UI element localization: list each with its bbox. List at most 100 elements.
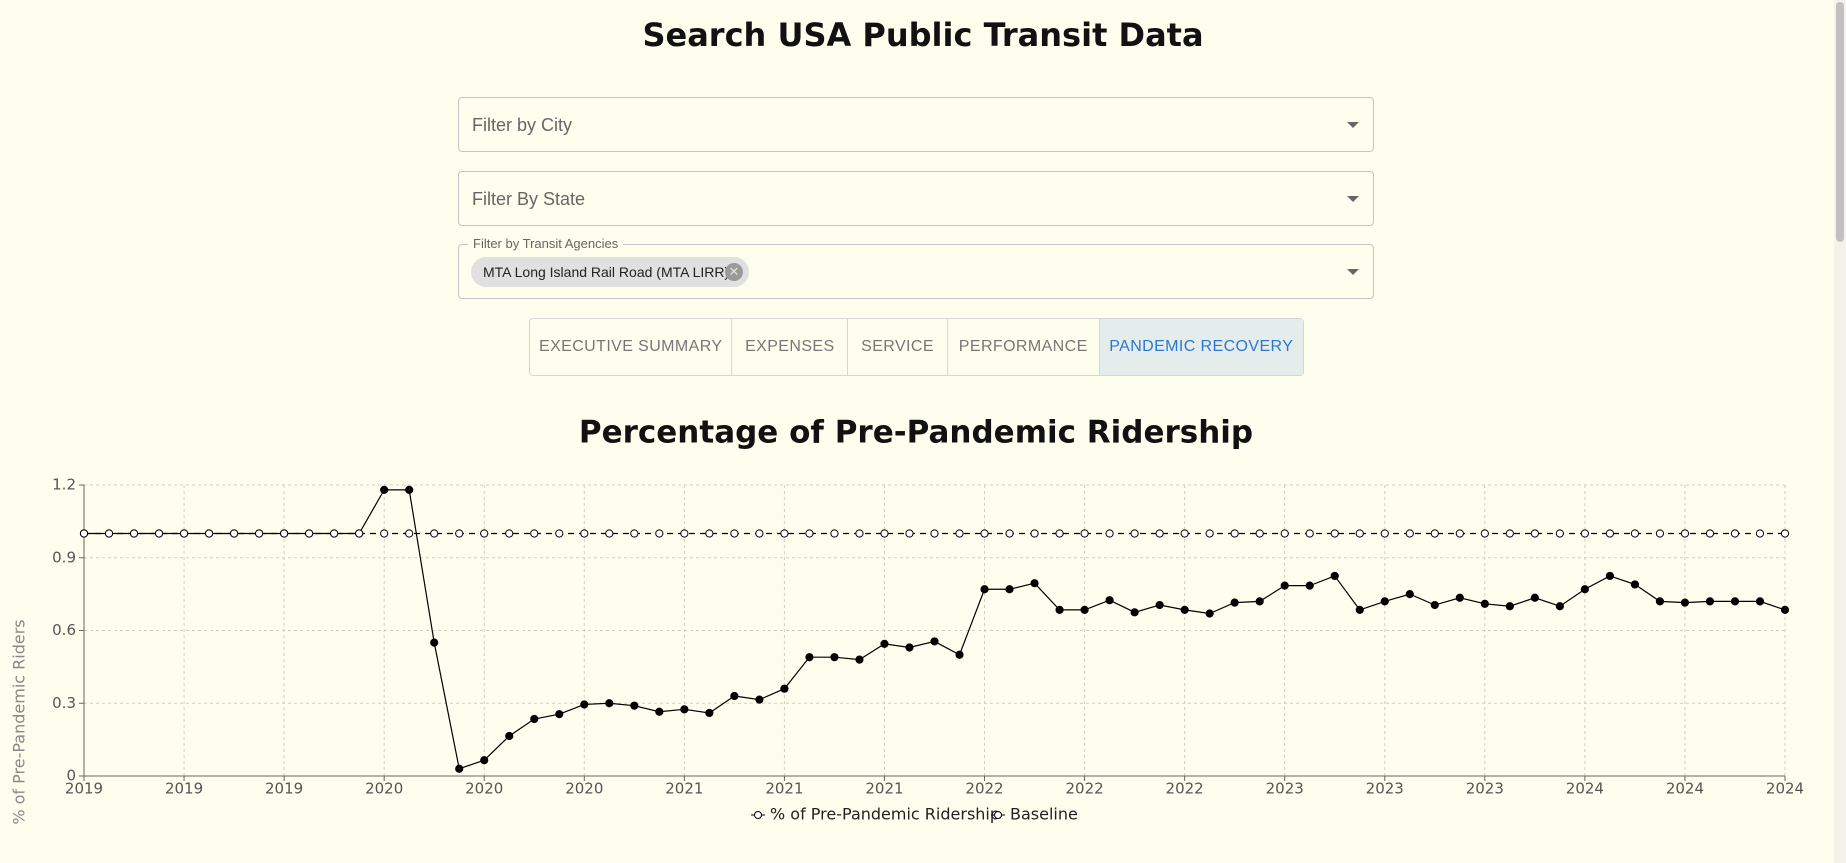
tab-bar: EXECUTIVE SUMMARY EXPENSES SERVICE PERFORMA… <box>529 318 1304 376</box>
data-point <box>179 529 189 538</box>
data-point <box>1480 529 1489 538</box>
tab[interactable]: SERVICE <box>848 319 948 375</box>
data-point <box>1480 599 1489 608</box>
data-point <box>1355 605 1364 614</box>
data-point <box>930 529 939 538</box>
data-point <box>905 643 914 652</box>
data-point <box>580 529 589 538</box>
data-point <box>1405 529 1414 538</box>
data-point <box>1080 605 1089 614</box>
data-point <box>1180 529 1189 538</box>
chart-title: Percentage of Pre-Pandemic Ridership <box>579 415 1253 451</box>
x-tick-label: 2020 <box>565 780 603 798</box>
data-point <box>1755 529 1765 538</box>
data-point <box>1105 529 1114 538</box>
scroll-thumb <box>1836 2 1844 242</box>
data-point <box>104 529 114 538</box>
tab[interactable]: EXPENSES <box>732 319 849 375</box>
data-point <box>1455 593 1464 602</box>
data-point <box>330 529 339 538</box>
data-point <box>505 731 514 741</box>
data-point <box>280 529 289 538</box>
data-point <box>455 529 464 538</box>
dropdown-arrow <box>1347 269 1359 275</box>
tab[interactable]: PANDEMIC RECOVERY <box>1099 319 1303 375</box>
dropdown-arrow <box>1347 196 1359 202</box>
data-point <box>1430 600 1439 610</box>
data-point <box>655 707 664 716</box>
data-point <box>1780 605 1790 614</box>
data-point <box>755 695 764 704</box>
agency-filter[interactable]: Filter by Transit Agencies MTA Long Isla… <box>458 236 1374 299</box>
data-point <box>1155 600 1164 610</box>
data-point <box>1030 579 1039 588</box>
x-tick-label: 2019 <box>265 780 303 798</box>
data-point <box>1255 597 1264 606</box>
data-point <box>730 691 739 701</box>
data-point <box>1555 529 1564 538</box>
data-point <box>680 705 689 714</box>
tab[interactable]: EXECUTIVE SUMMARY <box>530 319 733 375</box>
data-point <box>930 637 939 646</box>
x-tick-label: 2024 <box>1666 780 1704 798</box>
data-point <box>505 529 514 538</box>
field-label: Filter by Transit Agencies <box>468 236 624 251</box>
x-tick-label: 2022 <box>1065 780 1103 798</box>
x-tick-label: 2023 <box>1366 780 1404 798</box>
data-point <box>1105 596 1114 605</box>
legend-marker <box>994 811 1002 819</box>
data-point <box>605 529 614 538</box>
data-point <box>1655 597 1665 606</box>
data-point <box>555 710 564 719</box>
data-point <box>1230 529 1239 538</box>
y-tick-label: 0.3 <box>52 694 76 712</box>
x-tick-label: 2020 <box>465 780 503 798</box>
x-tick-label: 2021 <box>665 780 703 798</box>
y-tick-label: 0.9 <box>52 548 76 566</box>
state-filter[interactable]: Filter By State <box>458 171 1374 226</box>
city-filter[interactable]: Filter by City <box>458 97 1374 152</box>
y-tick-label: 1.2 <box>52 476 76 494</box>
data-point <box>1255 529 1264 538</box>
data-point <box>730 529 739 538</box>
data-point <box>1205 529 1214 538</box>
data-point <box>380 485 389 494</box>
data-point <box>305 529 314 538</box>
data-point <box>980 585 989 594</box>
data-point <box>955 529 964 538</box>
dropdown-arrow <box>1347 122 1359 128</box>
data-point <box>980 529 989 538</box>
data-point <box>1705 597 1715 606</box>
data-point <box>855 529 864 538</box>
data-point <box>1055 529 1064 538</box>
data-point <box>1605 571 1614 581</box>
data-point <box>129 529 139 538</box>
data-point <box>1655 529 1665 538</box>
data-point <box>705 529 714 538</box>
data-point <box>1555 602 1564 611</box>
data-point <box>780 684 789 693</box>
data-point <box>880 529 889 538</box>
data-point <box>455 764 464 773</box>
tab[interactable]: PERFORMANCE <box>948 319 1100 375</box>
data-point <box>1305 529 1314 538</box>
data-point <box>1630 529 1640 538</box>
data-point <box>1455 529 1464 538</box>
data-point <box>805 529 814 538</box>
data-point <box>1780 529 1790 538</box>
data-point <box>1330 571 1339 581</box>
agency-chip[interactable]: MTA Long Island Rail Road (MTA LIRR) ✕ <box>471 257 749 287</box>
data-point <box>229 529 239 538</box>
data-point <box>1005 529 1014 538</box>
data-point <box>630 701 639 710</box>
chart: Percentage of Pre-Pandemic Ridership % o… <box>10 415 1805 825</box>
data-point <box>1030 529 1039 538</box>
x-tick-label: 2024 <box>1566 780 1604 798</box>
data-point <box>1730 597 1740 606</box>
chip-label: MTA Long Island Rail Road (MTA LIRR) <box>483 264 730 280</box>
data-point <box>830 529 839 538</box>
x-tick-label: 2019 <box>165 780 203 798</box>
chip-remove[interactable]: ✕ <box>725 263 743 281</box>
data-point <box>530 714 539 724</box>
x-tick-label: 2020 <box>365 780 403 798</box>
